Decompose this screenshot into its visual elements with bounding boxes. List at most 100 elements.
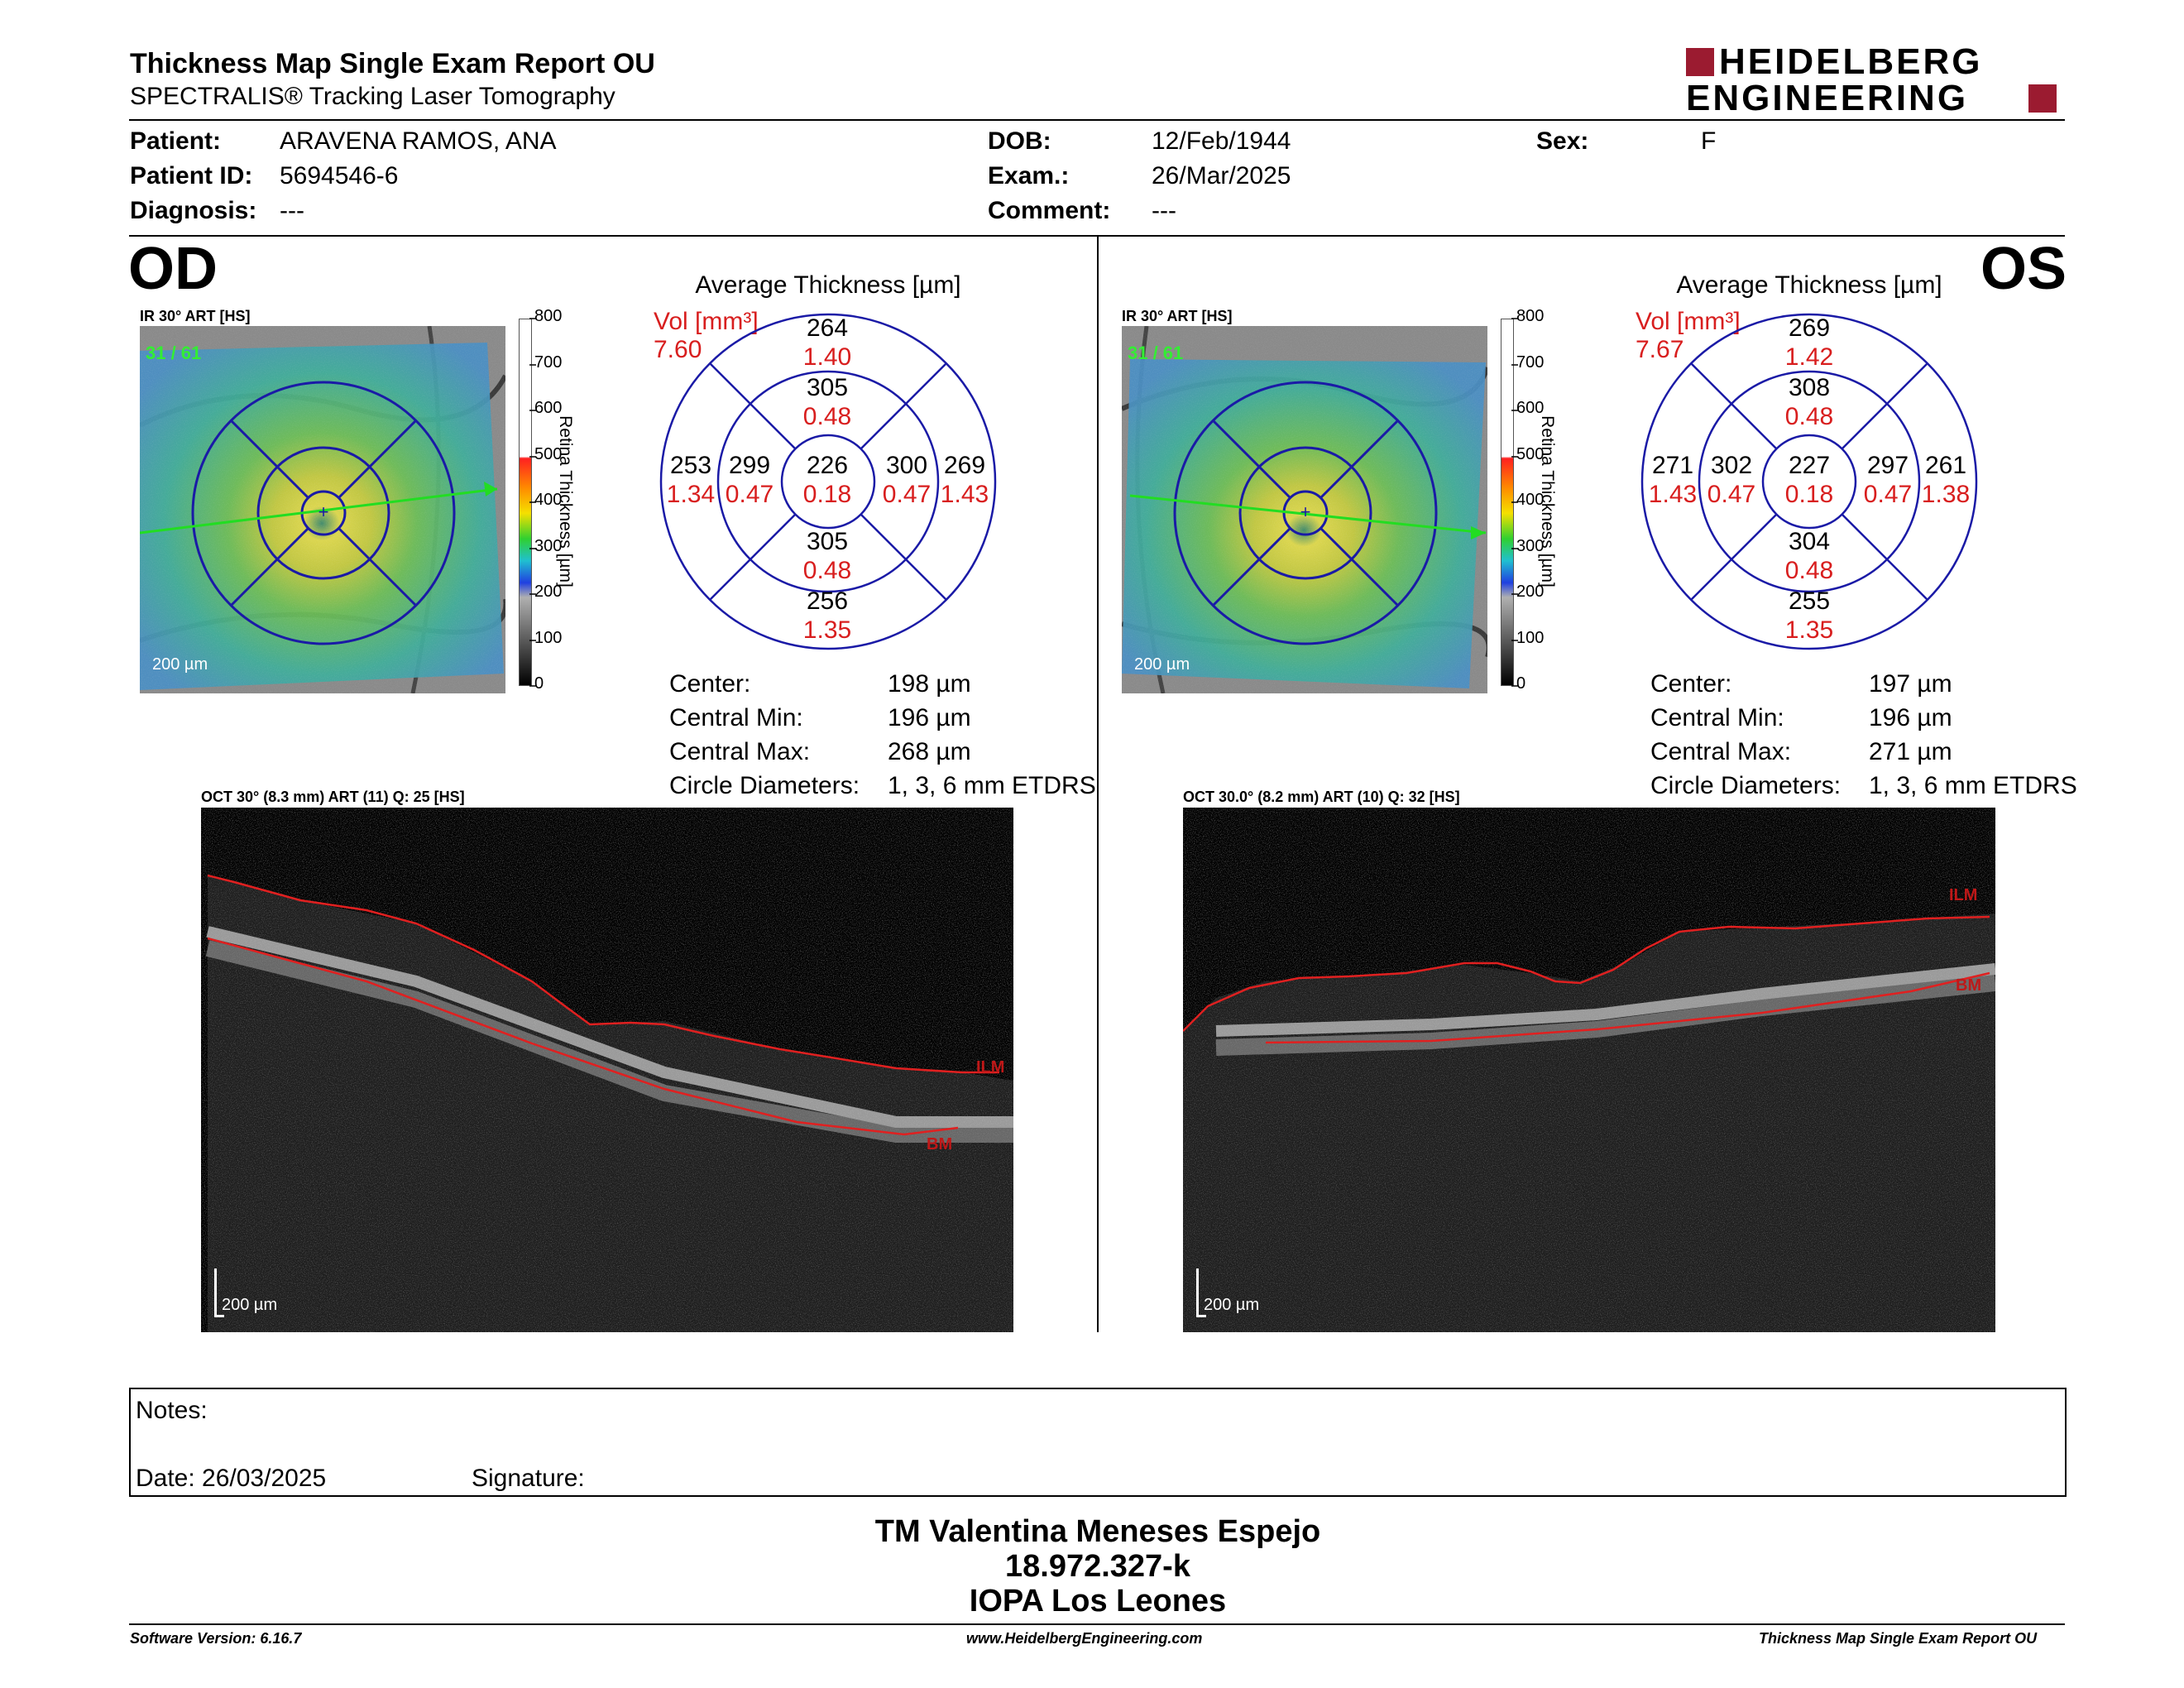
os-tick-400: 400 <box>1516 491 1545 509</box>
os-tick-300: 300 <box>1516 537 1545 555</box>
logo-line2: ENGINEERING <box>1686 78 1969 118</box>
os-tmp-inner-vol: 0.47 <box>1863 481 1913 508</box>
os-circle-value: 1, 3, 6 mm ETDRS <box>1869 772 2077 799</box>
od-center: 226 <box>806 452 849 479</box>
center-divider <box>1097 237 1099 1332</box>
os-max-label: Central Max: <box>1650 738 1792 765</box>
website-link[interactable]: www.HeidelbergEngineering.com <box>966 1630 1203 1647</box>
od-tmp-inner: 300 <box>885 452 928 479</box>
od-tmp-outer: 269 <box>943 452 986 479</box>
od-inf-inner: 305 <box>806 528 849 555</box>
os-scale-ticks <box>1511 316 1528 690</box>
logo-square-top <box>1686 48 1714 76</box>
diagnosis-label: Diagnosis: <box>130 197 257 224</box>
os-eye-label: OS <box>1980 236 2067 302</box>
od-center-value: 198 µm <box>888 670 971 698</box>
od-ir-frame-count: 31 / 61 <box>146 343 202 363</box>
os-tick-700: 700 <box>1516 353 1545 372</box>
os-nas-inner-vol: 0.47 <box>1707 481 1756 508</box>
diagnosis-value: --- <box>280 197 304 224</box>
notes-signature: Signature: <box>472 1465 585 1492</box>
od-etdrs-grid <box>659 313 997 650</box>
signer-id: 18.972.327-k <box>1005 1549 1190 1584</box>
od-inf-outer-vol: 1.35 <box>802 616 852 644</box>
os-oct-label: OCT 30.0° (8.2 mm) ART (10) Q: 32 [HS] <box>1183 789 1460 805</box>
od-scale-ticks <box>529 316 546 690</box>
od-sup-outer-vol: 1.40 <box>802 343 852 371</box>
logo-line1: HEIDELBERG <box>1719 41 1983 82</box>
notes-label: Notes: <box>136 1397 208 1424</box>
os-tmp-outer-vol: 1.38 <box>1921 481 1971 508</box>
od-tick-400: 400 <box>534 491 563 509</box>
od-center-vol: 0.18 <box>802 481 852 508</box>
od-scale-label: Retina Thickness [µm] <box>556 415 575 587</box>
od-tick-800: 800 <box>534 307 563 325</box>
comment-label: Comment: <box>988 197 1111 224</box>
comment-value: --- <box>1152 197 1176 224</box>
os-inf-inner: 304 <box>1788 528 1831 555</box>
os-sup-outer: 269 <box>1788 314 1831 342</box>
od-circle-label: Circle Diameters: <box>669 772 860 799</box>
sex-label: Sex: <box>1536 127 1589 155</box>
header-rule <box>129 119 2065 121</box>
sex-value: F <box>1701 127 1717 155</box>
os-center-vol: 0.18 <box>1784 481 1834 508</box>
os-center-label: Center: <box>1650 670 1732 698</box>
footer-report-name: Thickness Map Single Exam Report OU <box>1759 1630 2038 1647</box>
od-vol-value: 7.60 <box>654 336 702 363</box>
software-version: Software Version: 6.16.7 <box>130 1630 302 1647</box>
od-tick-300: 300 <box>534 537 563 555</box>
od-max-value: 268 µm <box>888 738 971 765</box>
os-oct-scan <box>1183 808 1995 1332</box>
os-nas-outer-vol: 1.43 <box>1648 481 1698 508</box>
os-max-value: 271 µm <box>1869 738 1952 765</box>
od-avg-title: Average Thickness [µm] <box>695 271 961 299</box>
od-inf-inner-vol: 0.48 <box>802 557 852 584</box>
os-center-value: 197 µm <box>1869 670 1952 698</box>
os-inf-inner-vol: 0.48 <box>1784 557 1834 584</box>
notes-date: Date: 26/03/2025 <box>136 1465 327 1492</box>
notes-box[interactable] <box>129 1388 2067 1497</box>
od-oct-scalebar <box>214 1268 217 1316</box>
os-inf-outer: 255 <box>1788 587 1831 615</box>
os-min-label: Central Min: <box>1650 704 1784 731</box>
od-oct-scalebar-foot <box>214 1315 224 1317</box>
od-min-label: Central Min: <box>669 704 803 731</box>
os-vol-value: 7.67 <box>1636 336 1684 363</box>
od-max-label: Central Max: <box>669 738 811 765</box>
os-circle-label: Circle Diameters: <box>1650 772 1842 799</box>
od-ir-label: IR 30° ART [HS] <box>140 308 251 324</box>
os-vol-label: Vol [mm³] <box>1636 308 1741 335</box>
svg-text:+: + <box>318 501 329 522</box>
os-sup-outer-vol: 1.42 <box>1784 343 1834 371</box>
od-eye-label: OD <box>128 236 218 302</box>
od-tick-0: 0 <box>534 674 544 693</box>
os-oct-scale: 200 µm <box>1204 1296 1260 1314</box>
od-ilm-label: ILM <box>976 1058 1005 1077</box>
os-oct-scalebar-foot <box>1196 1315 1206 1317</box>
od-circle-value: 1, 3, 6 mm ETDRS <box>888 772 1096 799</box>
os-scale-label: Retina Thickness [µm] <box>1538 415 1557 587</box>
od-vol-label: Vol [mm³] <box>654 308 759 335</box>
report-title: Thickness Map Single Exam Report OU <box>130 48 655 79</box>
od-tick-500: 500 <box>534 445 563 463</box>
od-nas-inner: 299 <box>728 452 771 479</box>
od-tick-600: 600 <box>534 399 563 417</box>
svg-text:+: + <box>1300 501 1311 522</box>
os-sup-inner-vol: 0.48 <box>1784 403 1834 430</box>
patient-rule <box>129 235 2065 237</box>
os-ilm-label: ILM <box>1949 886 1978 904</box>
signer-name: TM Valentina Meneses Espejo <box>874 1514 1321 1549</box>
od-inf-outer: 256 <box>806 587 849 615</box>
dob-label: DOB: <box>988 127 1051 155</box>
exam-value: 26/Mar/2025 <box>1152 162 1291 189</box>
dob-value: 12/Feb/1944 <box>1152 127 1291 155</box>
od-nas-inner-vol: 0.47 <box>725 481 774 508</box>
od-oct-scan <box>201 808 1013 1332</box>
os-ir-label: IR 30° ART [HS] <box>1122 308 1233 324</box>
od-oct-scale: 200 µm <box>222 1296 278 1314</box>
footer-rule <box>129 1623 2065 1625</box>
od-ir-scale: 200 µm <box>152 655 208 674</box>
os-etdrs-overlay: + <box>1129 381 1487 645</box>
os-tick-600: 600 <box>1516 399 1545 417</box>
